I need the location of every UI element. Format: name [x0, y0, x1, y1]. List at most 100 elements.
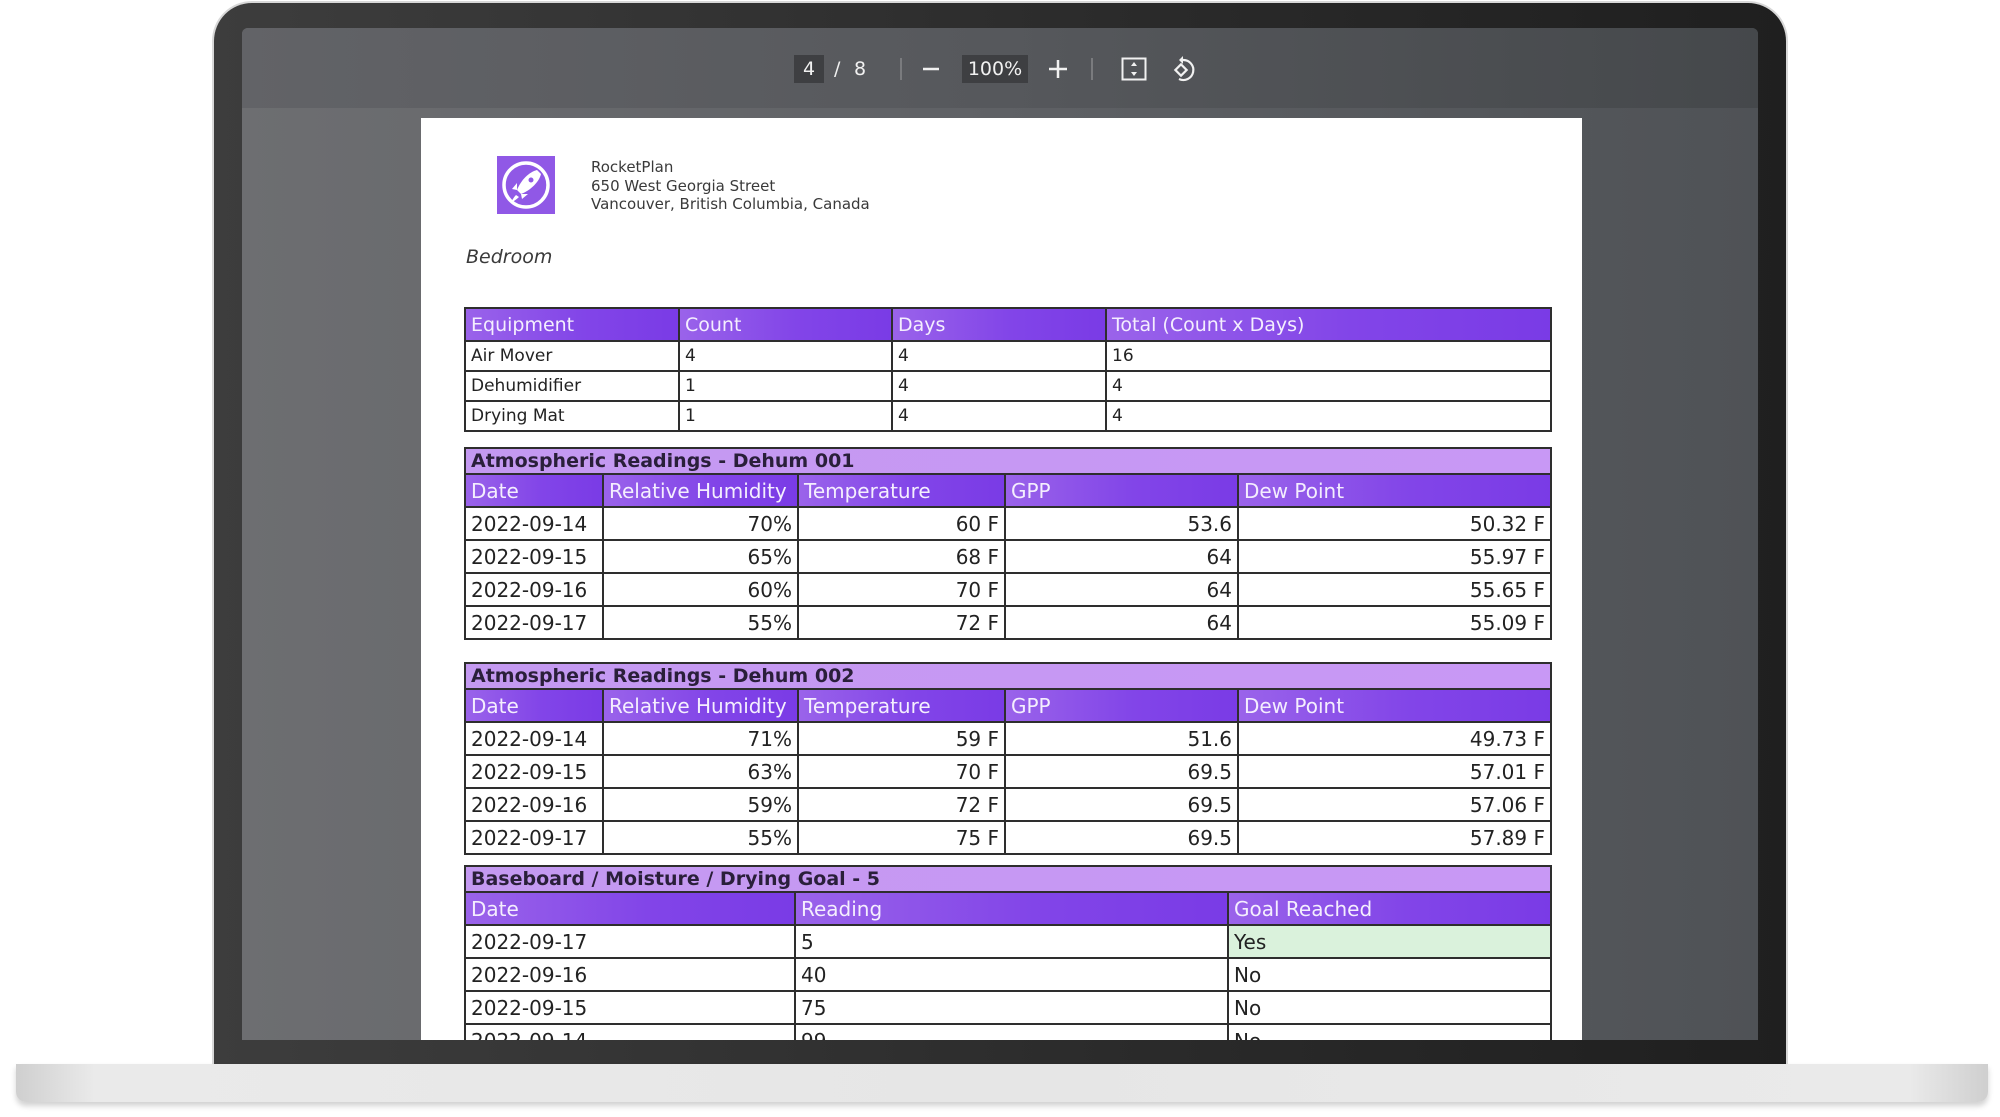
column-header: Temperature	[797, 688, 1006, 723]
table-cell: 1	[678, 400, 893, 432]
pdf-page: RocketPlan 650 West Georgia Street Vanco…	[421, 118, 1582, 1040]
table-header-row: Date Relative Humidity Temperature GPP D…	[464, 473, 1552, 508]
total-pages: 8	[854, 58, 867, 80]
table-title: Atmospheric Readings - Dehum 002	[464, 662, 1552, 690]
table-cell: 4	[678, 340, 893, 372]
column-header: Dew Point	[1237, 688, 1552, 723]
company-name: RocketPlan	[591, 158, 674, 176]
table-row: Drying Mat 1 4 4	[464, 400, 1552, 432]
zoom-level-input[interactable]: 100%	[962, 55, 1028, 83]
atmospheric-readings-dehum-001-table: Atmospheric Readings - Dehum 001 Date Re…	[464, 447, 1552, 640]
table-cell: 72 F	[797, 787, 1006, 822]
table-title: Baseboard / Moisture / Drying Goal - 5	[464, 865, 1552, 893]
table-cell: 2022-09-16	[464, 787, 604, 822]
table-cell: 60 F	[797, 506, 1006, 541]
pdf-toolbar: 4 / 8 100%	[242, 28, 1758, 108]
address-line-2: Vancouver, British Columbia, Canada	[591, 195, 870, 213]
page-number-input[interactable]: 4	[794, 55, 824, 83]
table-cell: 99	[794, 1023, 1229, 1040]
column-header: GPP	[1004, 473, 1239, 508]
column-header: Date	[464, 891, 796, 926]
table-cell: Air Mover	[464, 340, 680, 372]
table-cell: 4	[891, 340, 1107, 372]
table-cell: 2022-09-17	[464, 924, 796, 959]
zoom-in-button[interactable]	[1041, 52, 1075, 86]
table-cell: 57.89 F	[1237, 820, 1552, 855]
table-title: Atmospheric Readings - Dehum 001	[464, 447, 1552, 475]
column-header: Date	[464, 688, 604, 723]
table-header-row: Equipment Count Days Total (Count x Days…	[464, 307, 1552, 342]
table-cell: 70%	[602, 506, 799, 541]
table-row: 2022-09-17 55% 72 F 64 55.09 F	[464, 605, 1552, 640]
table-cell: 40	[794, 957, 1229, 992]
atmospheric-readings-dehum-002-table: Atmospheric Readings - Dehum 002 Date Re…	[464, 662, 1552, 855]
table-row: 2022-09-16 59% 72 F 69.5 57.06 F	[464, 787, 1552, 822]
table-title-row: Atmospheric Readings - Dehum 002	[464, 662, 1552, 690]
table-title-row: Baseboard / Moisture / Drying Goal - 5	[464, 865, 1552, 893]
table-cell: 16	[1105, 340, 1552, 372]
table-cell: 4	[1105, 370, 1552, 402]
table-cell: 59 F	[797, 721, 1006, 756]
table-cell: 60%	[602, 572, 799, 607]
table-cell: 72 F	[797, 605, 1006, 640]
fit-to-page-icon	[1121, 57, 1147, 81]
table-row: 2022-09-16 60% 70 F 64 55.65 F	[464, 572, 1552, 607]
table-cell: 5	[794, 924, 1229, 959]
table-cell: Dehumidifier	[464, 370, 680, 402]
table-row: 2022-09-14 70% 60 F 53.6 50.32 F	[464, 506, 1552, 541]
table-cell: 49.73 F	[1237, 721, 1552, 756]
table-cell: 55%	[602, 820, 799, 855]
minus-icon	[923, 67, 939, 71]
table-row: 2022-09-15 75 No	[464, 990, 1552, 1025]
table-row: 2022-09-14 71% 59 F 51.6 49.73 F	[464, 721, 1552, 756]
table-cell: 55.97 F	[1237, 539, 1552, 574]
room-name: Bedroom	[466, 246, 553, 268]
table-cell: 75 F	[797, 820, 1006, 855]
table-cell: 69.5	[1004, 820, 1239, 855]
table-row: Air Mover 4 4 16	[464, 340, 1552, 372]
baseboard-moisture-table: Baseboard / Moisture / Drying Goal - 5 D…	[464, 865, 1552, 1040]
table-cell: 4	[891, 400, 1107, 432]
zoom-out-button[interactable]	[914, 52, 948, 86]
fit-to-page-button[interactable]	[1117, 52, 1151, 86]
table-header-row: Date Reading Goal Reached	[464, 891, 1552, 926]
table-cell: 2022-09-17	[464, 605, 604, 640]
table-row: 2022-09-16 40 No	[464, 957, 1552, 992]
table-cell: 55%	[602, 605, 799, 640]
column-header: Date	[464, 473, 604, 508]
table-cell: 2022-09-14	[464, 1023, 796, 1040]
table-cell: 53.6	[1004, 506, 1239, 541]
table-cell: 2022-09-17	[464, 820, 604, 855]
table-cell: 55.65 F	[1237, 572, 1552, 607]
table-row: 2022-09-17 5 Yes	[464, 924, 1552, 959]
company-logo	[497, 156, 555, 214]
table-cell: 51.6	[1004, 721, 1239, 756]
table-cell: 59%	[602, 787, 799, 822]
table-cell: 2022-09-16	[464, 957, 796, 992]
table-cell: 75	[794, 990, 1229, 1025]
goal-reached-cell: No	[1227, 990, 1552, 1025]
column-header: GPP	[1004, 688, 1239, 723]
table-cell: 2022-09-15	[464, 990, 796, 1025]
company-address: RocketPlan 650 West Georgia Street Vanco…	[591, 158, 870, 214]
table-cell: Drying Mat	[464, 400, 680, 432]
rotate-counterclockwise-icon	[1173, 56, 1195, 82]
table-cell: 2022-09-14	[464, 506, 604, 541]
table-cell: 2022-09-16	[464, 572, 604, 607]
goal-reached-cell: No	[1227, 1023, 1552, 1040]
table-cell: 64	[1004, 605, 1239, 640]
table-cell: 70 F	[797, 572, 1006, 607]
table-cell: 71%	[602, 721, 799, 756]
table-cell: 57.06 F	[1237, 787, 1552, 822]
address-line-1: 650 West Georgia Street	[591, 176, 776, 195]
rotate-button[interactable]	[1168, 52, 1202, 86]
column-header: Reading	[794, 891, 1229, 926]
column-header: Relative Humidity	[602, 688, 799, 723]
table-cell: 4	[891, 370, 1107, 402]
table-row: 2022-09-14 99 No	[464, 1023, 1552, 1040]
column-header: Total (Count x Days)	[1105, 307, 1552, 342]
table-cell: 57.01 F	[1237, 754, 1552, 789]
table-cell: 64	[1004, 572, 1239, 607]
column-header: Temperature	[797, 473, 1006, 508]
column-header: Goal Reached	[1227, 891, 1552, 926]
